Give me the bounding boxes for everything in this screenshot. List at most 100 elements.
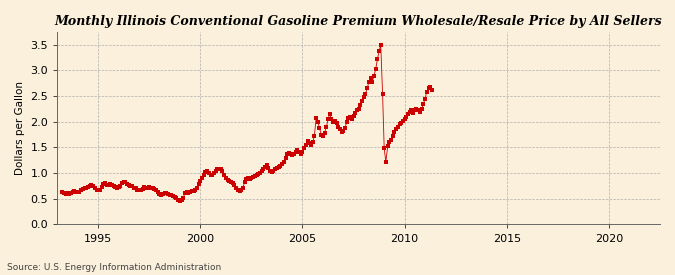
Point [205, 173, 216, 177]
Point [192, 185, 202, 190]
Point [195, 179, 206, 183]
Point [168, 194, 179, 199]
Point [161, 191, 171, 195]
Point [82, 185, 93, 189]
Point [76, 188, 86, 192]
Point [316, 133, 327, 137]
Point [254, 171, 265, 175]
Point [185, 190, 196, 194]
Point [92, 188, 103, 192]
Point [231, 185, 242, 190]
Point [198, 173, 209, 177]
Point [343, 116, 354, 120]
Point [323, 117, 333, 122]
Point [182, 189, 192, 194]
Point [238, 185, 248, 190]
Point [372, 57, 383, 61]
Point [252, 172, 263, 176]
Point [321, 125, 332, 129]
Point [224, 179, 235, 183]
Point [367, 79, 378, 84]
Point [200, 170, 211, 174]
Point [214, 166, 225, 171]
Point [258, 167, 269, 171]
Point [392, 125, 403, 129]
Point [61, 191, 72, 196]
Point [348, 113, 359, 118]
Point [101, 183, 112, 188]
Point [336, 130, 347, 134]
Point [317, 134, 328, 138]
Point [239, 180, 250, 185]
Point [275, 164, 286, 168]
Point [345, 114, 356, 119]
Point [128, 185, 139, 190]
Point [307, 140, 318, 145]
Point [88, 184, 99, 189]
Point [95, 187, 105, 192]
Point [425, 85, 435, 89]
Point [387, 134, 398, 138]
Point [350, 110, 360, 115]
Point [217, 168, 227, 173]
Point [418, 102, 429, 106]
Point [234, 189, 245, 193]
Point [125, 184, 136, 188]
Point [193, 182, 204, 187]
Point [416, 107, 427, 111]
Point [196, 176, 207, 180]
Point [124, 183, 134, 188]
Point [151, 187, 161, 192]
Point [246, 176, 256, 180]
Point [142, 185, 153, 190]
Point [215, 167, 226, 171]
Point [122, 182, 132, 187]
Point [204, 171, 215, 175]
Point [394, 122, 405, 127]
Point [423, 86, 434, 91]
Point [302, 139, 313, 144]
Point [363, 79, 374, 84]
Point [137, 186, 148, 191]
Point [132, 187, 143, 192]
Point [270, 167, 281, 171]
Point [399, 117, 410, 122]
Point [300, 143, 311, 147]
Point [146, 185, 157, 190]
Point [292, 148, 303, 152]
Point [134, 188, 144, 192]
Point [273, 165, 284, 169]
Point [210, 169, 221, 173]
Point [110, 185, 121, 189]
Point [261, 163, 272, 168]
Point [63, 192, 74, 196]
Point [212, 167, 223, 171]
Point [176, 198, 187, 203]
Point [74, 189, 85, 194]
Point [381, 160, 392, 164]
Point [242, 176, 253, 180]
Point [202, 168, 213, 173]
Point [404, 109, 415, 114]
Point [324, 112, 335, 116]
Point [221, 176, 232, 180]
Point [57, 189, 68, 194]
Point [171, 196, 182, 200]
Point [178, 196, 189, 200]
Point [360, 91, 371, 96]
Point [99, 181, 110, 186]
Point [294, 149, 304, 154]
Point [69, 189, 80, 193]
Point [352, 108, 362, 113]
Point [421, 90, 432, 94]
Point [65, 191, 76, 195]
Point [130, 186, 141, 190]
Point [268, 169, 279, 173]
Point [79, 185, 90, 190]
Point [403, 112, 414, 116]
Point [414, 109, 425, 114]
Point [427, 88, 437, 92]
Point [103, 183, 114, 188]
Point [89, 185, 100, 190]
Point [154, 191, 165, 196]
